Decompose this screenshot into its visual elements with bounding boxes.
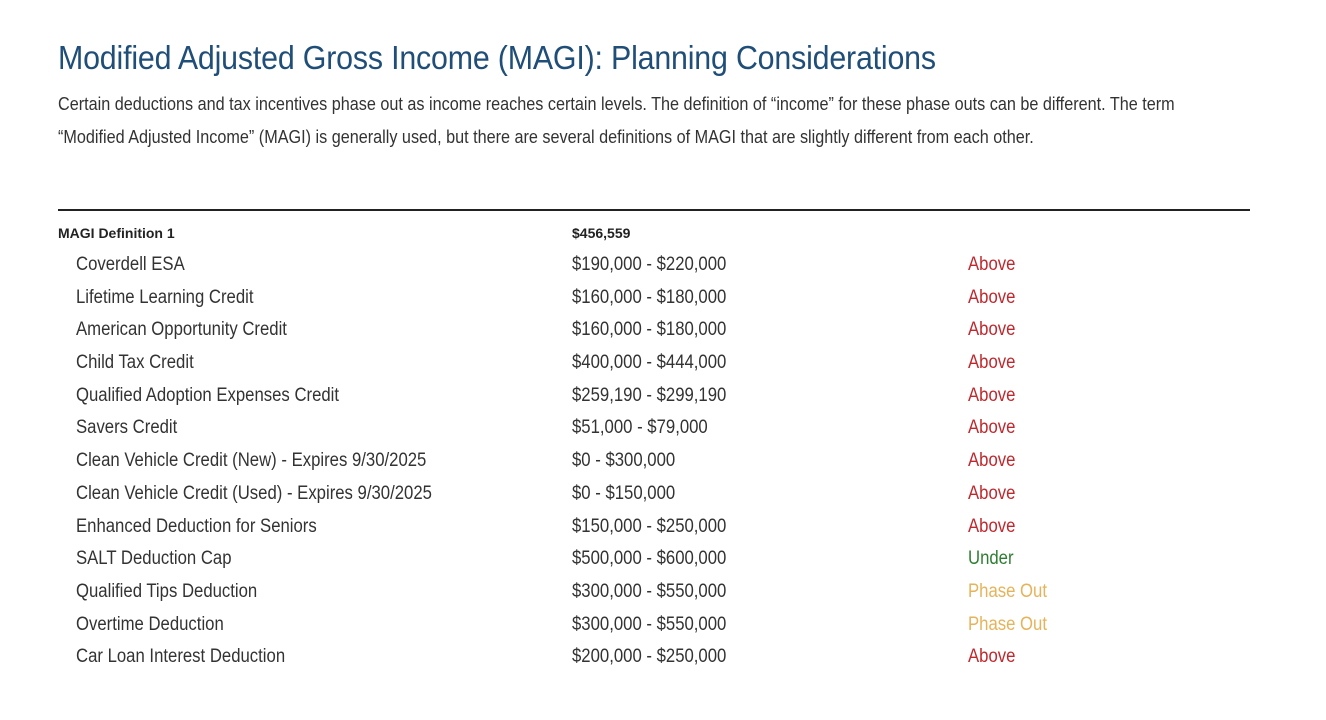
table-row: Overtime Deduction $300,000 - $550,000 P…: [58, 609, 1250, 642]
magi-definition-label: MAGI Definition 1: [58, 225, 175, 241]
row-status: Above: [968, 646, 1016, 668]
row-status: Phase Out: [968, 580, 1048, 602]
row-name: American Opportunity Credit: [76, 319, 287, 341]
row-name: Clean Vehicle Credit (Used) - Expires 9/…: [76, 482, 432, 504]
row-name: Qualified Adoption Expenses Credit: [76, 384, 340, 406]
row-name: Enhanced Deduction for Seniors: [76, 515, 317, 537]
table-row: Child Tax Credit $400,000 - $444,000 Abo…: [58, 347, 1250, 380]
magi-value: $456,559: [572, 225, 631, 241]
row-status: Above: [968, 417, 1016, 439]
table-row: Clean Vehicle Credit (New) - Expires 9/3…: [58, 445, 1250, 478]
row-status: Above: [968, 352, 1016, 374]
row-range: $400,000 - $444,000: [572, 352, 727, 374]
row-status: Above: [968, 450, 1016, 472]
table-row: Lifetime Learning Credit $160,000 - $180…: [58, 282, 1250, 315]
row-status: Above: [968, 286, 1016, 308]
row-status: Under: [968, 548, 1014, 570]
row-status: Above: [968, 482, 1016, 504]
row-range: $160,000 - $180,000: [572, 286, 727, 308]
table-row: Enhanced Deduction for Seniors $150,000 …: [58, 511, 1250, 544]
row-range: $500,000 - $600,000: [572, 548, 727, 570]
table-row: Qualified Tips Deduction $300,000 - $550…: [58, 576, 1250, 609]
table-row: SALT Deduction Cap $500,000 - $600,000 U…: [58, 543, 1250, 576]
row-range: $300,000 - $550,000: [572, 580, 727, 602]
row-range: $51,000 - $79,000: [572, 417, 708, 439]
row-name: Savers Credit: [76, 417, 178, 439]
table-row: Qualified Adoption Expenses Credit $259,…: [58, 380, 1250, 413]
row-range: $0 - $300,000: [572, 450, 676, 472]
row-name: Child Tax Credit: [76, 352, 194, 374]
table-divider: [58, 209, 1250, 211]
magi-table: MAGI Definition 1 $456,559 Coverdell ESA…: [58, 219, 1250, 674]
table-header-row: MAGI Definition 1 $456,559: [58, 219, 1250, 249]
row-name: Lifetime Learning Credit: [76, 286, 254, 308]
row-range: $150,000 - $250,000: [572, 515, 727, 537]
row-range: $200,000 - $250,000: [572, 646, 727, 668]
table-row: American Opportunity Credit $160,000 - $…: [58, 314, 1250, 347]
row-name: Clean Vehicle Credit (New) - Expires 9/3…: [76, 450, 427, 472]
row-name: Car Loan Interest Deduction: [76, 646, 286, 668]
row-status: Above: [968, 319, 1016, 341]
row-range: $300,000 - $550,000: [572, 613, 727, 635]
row-name: Overtime Deduction: [76, 613, 224, 635]
row-range: $160,000 - $180,000: [572, 319, 727, 341]
row-status: Phase Out: [968, 613, 1048, 635]
row-name: Qualified Tips Deduction: [76, 580, 258, 602]
row-status: Above: [968, 254, 1016, 275]
row-status: Above: [968, 384, 1016, 406]
table-row: Clean Vehicle Credit (Used) - Expires 9/…: [58, 478, 1250, 511]
row-range: $190,000 - $220,000: [572, 254, 727, 275]
page-title: Modified Adjusted Gross Income (MAGI): P…: [58, 39, 936, 76]
row-range: $259,190 - $299,190: [572, 384, 727, 406]
row-name: Coverdell ESA: [76, 254, 185, 275]
row-range: $0 - $150,000: [572, 482, 676, 504]
intro-paragraph: Certain deductions and tax incentives ph…: [58, 94, 1175, 147]
table-row: Coverdell ESA $190,000 - $220,000 Above: [58, 249, 1250, 282]
table-row: Car Loan Interest Deduction $200,000 - $…: [58, 641, 1250, 674]
page-content: Modified Adjusted Gross Income (MAGI): P…: [58, 36, 1250, 667]
row-status: Above: [968, 515, 1016, 537]
row-name: SALT Deduction Cap: [76, 548, 232, 570]
table-row: Savers Credit $51,000 - $79,000 Above: [58, 412, 1250, 445]
